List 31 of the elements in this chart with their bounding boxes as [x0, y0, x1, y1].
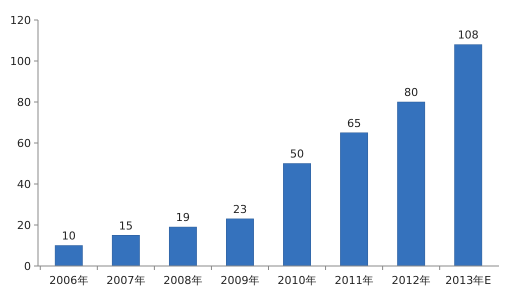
y-tick-label: 20	[17, 218, 31, 232]
x-tick-label: 2006年	[49, 274, 88, 287]
bar	[54, 245, 83, 266]
bar	[397, 102, 426, 266]
bar	[226, 218, 254, 266]
x-tick-label: 2013年E	[445, 274, 492, 287]
y-tick-label: 120	[10, 14, 31, 27]
x-tick-label: 2012年	[392, 274, 431, 287]
data-label: 15	[118, 219, 133, 232]
y-tick-label: 60	[17, 136, 31, 150]
data-label: 19	[176, 211, 190, 224]
x-tick-label: 2010年	[278, 274, 317, 287]
data-label: 23	[232, 202, 247, 216]
data-label: 80	[404, 86, 418, 99]
bar	[340, 132, 368, 266]
data-label: 65	[347, 116, 362, 130]
x-tick-label: 2009年	[220, 274, 260, 287]
x-tick-label: 2007年	[106, 274, 146, 287]
bar	[112, 235, 140, 266]
x-tick-label: 2008年	[163, 274, 202, 287]
bar	[283, 163, 311, 266]
y-tick-label: 0	[24, 260, 31, 273]
data-label: 10	[62, 230, 76, 242]
bar	[454, 44, 482, 266]
y-tick-label: 80	[17, 96, 31, 109]
bar	[168, 226, 197, 266]
data-label: 50	[290, 148, 304, 160]
y-tick-label: 100	[10, 54, 31, 68]
y-tick-label: 40	[17, 178, 31, 191]
data-label: 108	[458, 28, 479, 42]
x-tick-label: 2011年	[334, 274, 374, 287]
